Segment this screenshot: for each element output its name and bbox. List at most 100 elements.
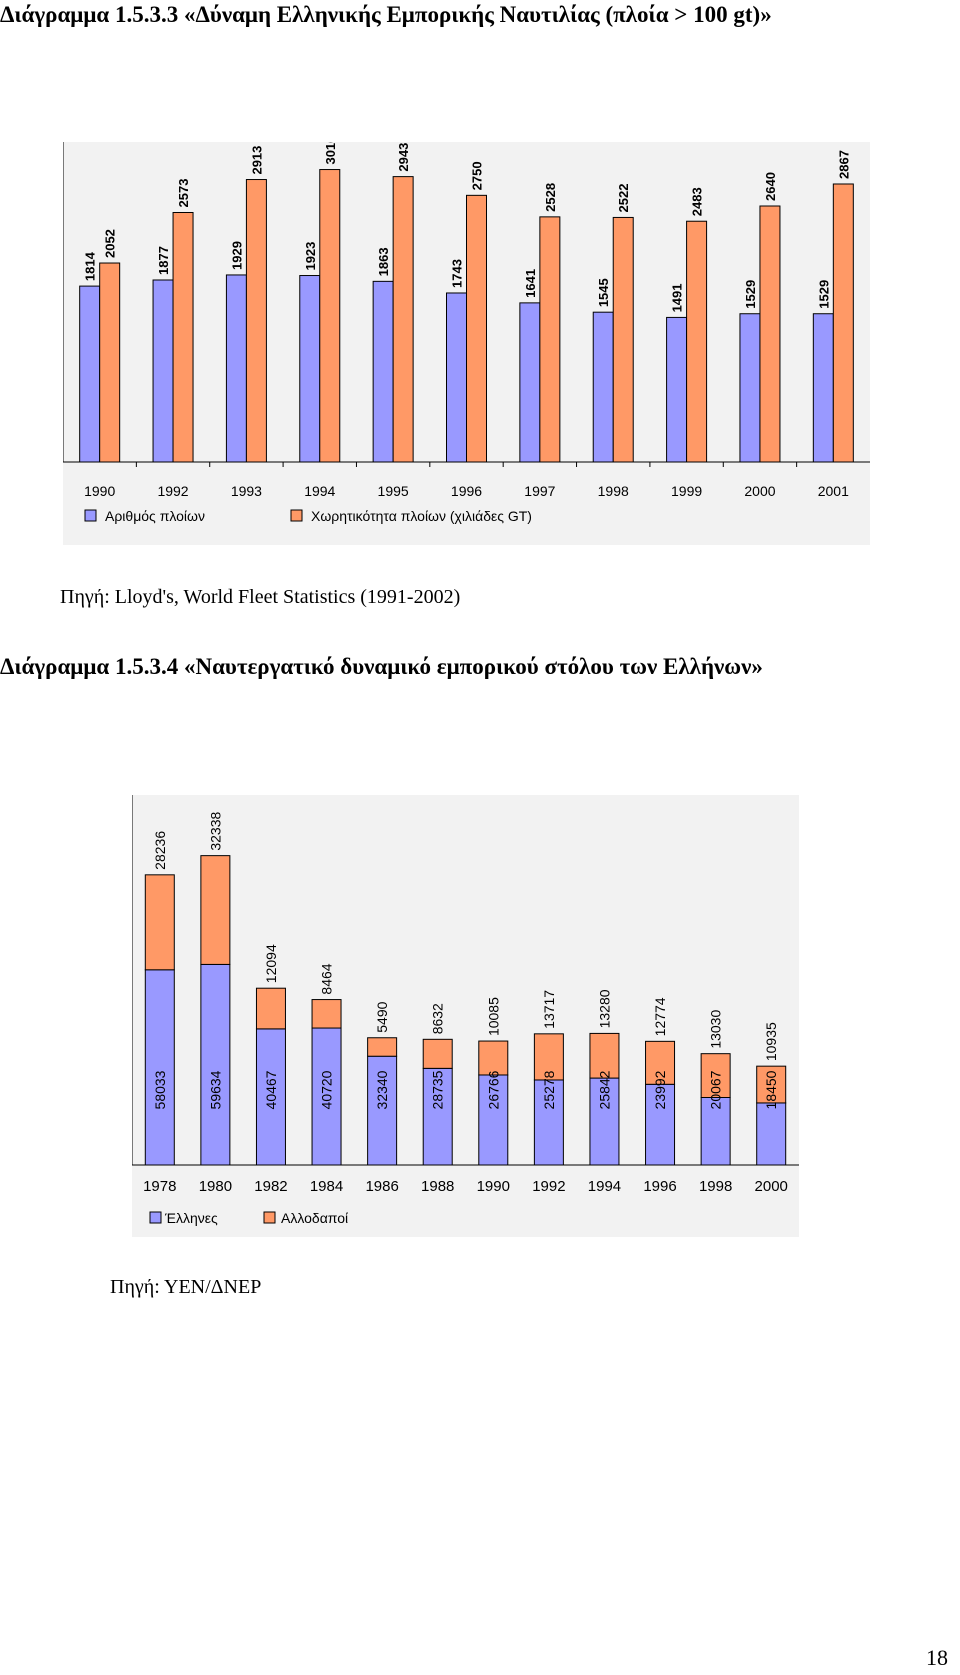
x-tick-label: 1996 bbox=[643, 1178, 676, 1195]
x-tick-label: 1996 bbox=[451, 483, 482, 499]
ships-count-bar bbox=[299, 275, 321, 463]
fleet-strength-chart-svg: 1814 2052 1990 1877 2573 1992 1929 2913 1993 1923… bbox=[63, 142, 870, 524]
tonnage-bar bbox=[392, 176, 414, 463]
x-tick-label: 1992 bbox=[532, 1178, 565, 1195]
data-label: 1545 bbox=[596, 278, 611, 307]
chart1-caption: Διάγραμμα 1.5.3.3 «Δύναμη Ελληνικής Εμπο… bbox=[0, 2, 772, 27]
ships-count-bar bbox=[592, 311, 614, 463]
x-tick-label: 1984 bbox=[310, 1178, 343, 1195]
tonnage-bar bbox=[99, 262, 121, 463]
legend-swatch-ships bbox=[84, 509, 97, 522]
data-label: 12774 bbox=[652, 997, 668, 1036]
tonnage-bar bbox=[245, 179, 267, 463]
data-label: 20067 bbox=[708, 1070, 724, 1109]
chart1-source: Πηγή: Lloyd's, World Fleet Statistics (1… bbox=[60, 586, 461, 608]
data-label: 10935 bbox=[763, 1022, 779, 1061]
data-label: 18450 bbox=[763, 1070, 779, 1109]
data-label: 25842 bbox=[596, 1070, 612, 1109]
data-label: 1877 bbox=[156, 246, 171, 275]
x-tick-label: 2001 bbox=[818, 483, 849, 499]
x-tick-label: 1990 bbox=[84, 483, 115, 499]
data-label: 32338 bbox=[207, 811, 223, 850]
data-label: 10085 bbox=[485, 997, 501, 1036]
data-label: 5490 bbox=[374, 1001, 390, 1032]
tonnage-bar bbox=[612, 216, 634, 463]
tonnage-bar bbox=[319, 169, 341, 463]
data-label: 2528 bbox=[543, 183, 558, 212]
x-tick-label: 1995 bbox=[378, 483, 409, 499]
foreigners-bar bbox=[311, 999, 342, 1029]
data-label: 2522 bbox=[616, 184, 631, 213]
data-label: 59634 bbox=[207, 1070, 223, 1109]
legend-label-foreigners: Αλλοδαποί bbox=[281, 1210, 348, 1226]
page-number: 18 bbox=[926, 1645, 948, 1670]
foreigners-bar bbox=[478, 1040, 509, 1076]
x-tick-label: 1986 bbox=[365, 1178, 398, 1195]
ships-count-bar bbox=[812, 313, 834, 463]
tonnage-bar bbox=[832, 183, 854, 463]
data-label: 8464 bbox=[319, 963, 335, 994]
data-label: 58033 bbox=[152, 1070, 168, 1109]
legend-swatch-foreigners bbox=[263, 1211, 276, 1224]
data-label: 28236 bbox=[152, 831, 168, 870]
data-label: 32340 bbox=[374, 1070, 390, 1109]
data-label: 1814 bbox=[83, 251, 98, 281]
data-label: 1929 bbox=[229, 241, 244, 270]
ships-count-bar bbox=[79, 285, 101, 463]
ships-count-bar bbox=[739, 313, 761, 463]
tonnage-bar bbox=[686, 220, 708, 463]
data-label: 13030 bbox=[708, 1010, 724, 1049]
seafarers-chart: 58033 28236 1978 59634 32338 1980 40467 12094 19… bbox=[132, 795, 799, 1237]
data-label: 26766 bbox=[485, 1070, 501, 1109]
foreigners-bar bbox=[533, 1033, 564, 1081]
legend-label-ships: Αριθμός πλοίων bbox=[105, 508, 205, 524]
ships-count-bar bbox=[446, 292, 467, 463]
foreigners-bar bbox=[255, 987, 286, 1030]
x-tick-label: 1994 bbox=[588, 1178, 621, 1195]
data-label: 23992 bbox=[652, 1070, 668, 1109]
ships-count-bar bbox=[519, 302, 541, 463]
x-tick-label: 1993 bbox=[231, 483, 262, 499]
data-label: 2750 bbox=[470, 161, 485, 190]
data-label: 1491 bbox=[670, 283, 685, 312]
x-tick-label: 1997 bbox=[524, 483, 555, 499]
fleet-strength-chart: 1814 2052 1990 1877 2573 1992 1929 2913 1993 1923… bbox=[63, 142, 870, 545]
foreigners-bar bbox=[700, 1053, 731, 1099]
greeks-bar bbox=[144, 969, 175, 1166]
ships-count-bar bbox=[666, 316, 688, 463]
x-tick-label: 1999 bbox=[671, 483, 702, 499]
data-label: 2943 bbox=[396, 143, 411, 172]
foreigners-bar bbox=[589, 1032, 620, 1079]
x-tick-label: 1990 bbox=[477, 1178, 510, 1195]
foreigners-bar bbox=[756, 1065, 787, 1104]
legend-label-tonnage: Χωρητικότητα πλοίων (χιλιάδες GT) bbox=[311, 508, 532, 524]
greeks-bar bbox=[311, 1027, 342, 1166]
x-tick-label: 1978 bbox=[143, 1178, 176, 1195]
x-tick-label: 2000 bbox=[755, 1178, 788, 1195]
data-label: 1743 bbox=[450, 259, 465, 288]
greeks-bar bbox=[200, 963, 231, 1166]
data-label: 1529 bbox=[743, 280, 758, 309]
data-label: 1923 bbox=[303, 242, 318, 271]
tonnage-bar bbox=[759, 205, 781, 463]
foreigners-bar bbox=[645, 1040, 676, 1085]
legend-label-greeks: Έλληνες bbox=[164, 1210, 218, 1226]
x-tick-label: 1998 bbox=[699, 1178, 732, 1195]
x-tick-label: 1982 bbox=[254, 1178, 287, 1195]
x-tick-label: 2000 bbox=[744, 483, 775, 499]
foreigners-bar bbox=[144, 874, 175, 971]
greeks-bar bbox=[255, 1028, 286, 1166]
ships-count-bar bbox=[152, 279, 174, 463]
data-label: 13280 bbox=[596, 989, 612, 1028]
data-label: 13717 bbox=[541, 990, 557, 1029]
data-label: 2483 bbox=[690, 187, 705, 216]
seafarers-chart-svg: 58033 28236 1978 59634 32338 1980 40467 12094 19… bbox=[132, 795, 799, 1226]
tonnage-bar bbox=[539, 216, 561, 463]
data-label: 1529 bbox=[816, 280, 831, 309]
tonnage-bar bbox=[172, 211, 194, 463]
greeks-bar bbox=[478, 1074, 509, 1166]
x-tick-label: 1998 bbox=[598, 483, 629, 499]
data-label: 28735 bbox=[430, 1070, 446, 1109]
data-label: 40467 bbox=[263, 1070, 279, 1109]
legend-swatch-greeks bbox=[149, 1211, 162, 1224]
